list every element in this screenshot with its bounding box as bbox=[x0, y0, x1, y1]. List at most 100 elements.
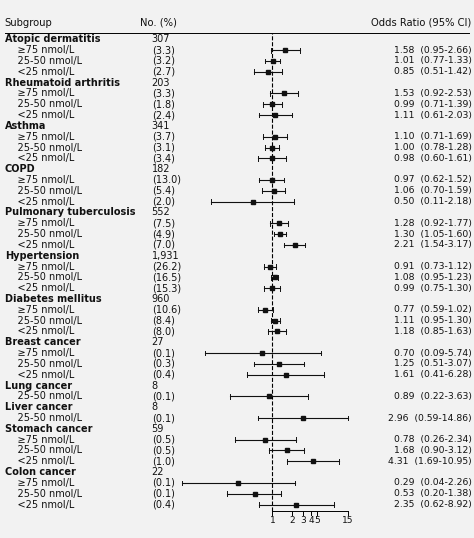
Text: (2.0): (2.0) bbox=[152, 196, 175, 207]
Text: ≥75 nmol/L: ≥75 nmol/L bbox=[5, 45, 74, 55]
Text: (0.1): (0.1) bbox=[152, 348, 174, 358]
Text: ≥75 nmol/L: ≥75 nmol/L bbox=[5, 435, 74, 445]
Text: 15: 15 bbox=[342, 516, 354, 526]
Text: 1.28  (0.92-1.77): 1.28 (0.92-1.77) bbox=[394, 219, 472, 228]
Text: 1.10  (0.71-1.69): 1.10 (0.71-1.69) bbox=[394, 132, 472, 141]
Text: (7.5): (7.5) bbox=[152, 218, 175, 228]
Text: 0.99  (0.71-1.39): 0.99 (0.71-1.39) bbox=[394, 100, 472, 109]
Text: (1.0): (1.0) bbox=[152, 456, 174, 466]
Text: ≥75 nmol/L: ≥75 nmol/L bbox=[5, 348, 74, 358]
Text: (16.5): (16.5) bbox=[152, 272, 181, 282]
Text: (10.6): (10.6) bbox=[152, 305, 181, 315]
Text: Asthma: Asthma bbox=[5, 121, 46, 131]
Text: ≥75 nmol/L: ≥75 nmol/L bbox=[5, 175, 74, 185]
Text: Subgroup: Subgroup bbox=[5, 18, 53, 28]
Text: ≥75 nmol/L: ≥75 nmol/L bbox=[5, 478, 74, 488]
Text: 0.53  (0.20-1.38): 0.53 (0.20-1.38) bbox=[394, 489, 472, 498]
Text: (0.1): (0.1) bbox=[152, 413, 174, 423]
Text: 27: 27 bbox=[152, 337, 164, 347]
Text: (3.2): (3.2) bbox=[152, 56, 175, 66]
Text: 25-50 nmol/L: 25-50 nmol/L bbox=[5, 99, 82, 109]
Text: 25-50 nmol/L: 25-50 nmol/L bbox=[5, 413, 82, 423]
Text: (0.4): (0.4) bbox=[152, 500, 174, 509]
Text: (1.8): (1.8) bbox=[152, 99, 174, 109]
Text: 1.68  (0.90-3.12): 1.68 (0.90-3.12) bbox=[394, 446, 472, 455]
Text: 8: 8 bbox=[152, 380, 158, 391]
Text: COPD: COPD bbox=[5, 164, 36, 174]
Text: 4: 4 bbox=[308, 516, 314, 526]
Text: <25 nmol/L: <25 nmol/L bbox=[5, 110, 74, 120]
Text: <25 nmol/L: <25 nmol/L bbox=[5, 327, 74, 336]
Text: Lung cancer: Lung cancer bbox=[5, 380, 72, 391]
Text: 1.00  (0.78-1.28): 1.00 (0.78-1.28) bbox=[394, 143, 472, 152]
Text: 4.31  (1.69-10.95): 4.31 (1.69-10.95) bbox=[388, 457, 472, 466]
Text: 25-50 nmol/L: 25-50 nmol/L bbox=[5, 186, 82, 196]
Text: (3.3): (3.3) bbox=[152, 45, 174, 55]
Text: Rheumatoid arthritis: Rheumatoid arthritis bbox=[5, 77, 120, 88]
Text: (26.2): (26.2) bbox=[152, 261, 181, 272]
Text: Stomach cancer: Stomach cancer bbox=[5, 424, 92, 434]
Text: (4.9): (4.9) bbox=[152, 229, 174, 239]
Text: 25-50 nmol/L: 25-50 nmol/L bbox=[5, 359, 82, 369]
Text: 1.11  (0.95-1.30): 1.11 (0.95-1.30) bbox=[394, 316, 472, 325]
Text: (8.0): (8.0) bbox=[152, 327, 174, 336]
Text: 25-50 nmol/L: 25-50 nmol/L bbox=[5, 229, 82, 239]
Text: (0.4): (0.4) bbox=[152, 370, 174, 380]
Text: 960: 960 bbox=[152, 294, 170, 304]
Text: <25 nmol/L: <25 nmol/L bbox=[5, 500, 74, 509]
Text: 5: 5 bbox=[314, 516, 320, 526]
Text: 3: 3 bbox=[300, 516, 306, 526]
Text: 25-50 nmol/L: 25-50 nmol/L bbox=[5, 445, 82, 456]
Text: <25 nmol/L: <25 nmol/L bbox=[5, 196, 74, 207]
Text: (3.4): (3.4) bbox=[152, 153, 174, 164]
Text: <25 nmol/L: <25 nmol/L bbox=[5, 240, 74, 250]
Text: (8.4): (8.4) bbox=[152, 316, 174, 325]
Text: ≥75 nmol/L: ≥75 nmol/L bbox=[5, 88, 74, 98]
Text: 1: 1 bbox=[270, 516, 275, 526]
Text: 59: 59 bbox=[152, 424, 164, 434]
Text: (0.5): (0.5) bbox=[152, 445, 175, 456]
Text: 1.30  (1.05-1.60): 1.30 (1.05-1.60) bbox=[394, 230, 472, 238]
Text: (3.7): (3.7) bbox=[152, 132, 175, 141]
Text: 1.18  (0.85-1.63): 1.18 (0.85-1.63) bbox=[394, 327, 472, 336]
Text: (2.4): (2.4) bbox=[152, 110, 175, 120]
Text: Colon cancer: Colon cancer bbox=[5, 467, 76, 477]
Text: 0.78  (0.26-2.34): 0.78 (0.26-2.34) bbox=[394, 435, 472, 444]
Text: (13.0): (13.0) bbox=[152, 175, 181, 185]
Text: Atopic dermatitis: Atopic dermatitis bbox=[5, 34, 100, 44]
Text: (5.4): (5.4) bbox=[152, 186, 175, 196]
Text: Diabetes mellitus: Diabetes mellitus bbox=[5, 294, 101, 304]
Text: <25 nmol/L: <25 nmol/L bbox=[5, 456, 74, 466]
Text: 0.85  (0.51-1.42): 0.85 (0.51-1.42) bbox=[394, 67, 472, 76]
Text: 22: 22 bbox=[152, 467, 164, 477]
Text: 0.97  (0.62-1.52): 0.97 (0.62-1.52) bbox=[394, 175, 472, 185]
Text: 1,931: 1,931 bbox=[152, 251, 179, 261]
Text: Odds Ratio (95% CI): Odds Ratio (95% CI) bbox=[372, 18, 472, 28]
Text: 307: 307 bbox=[152, 34, 170, 44]
Text: 0.29  (0.04-2.26): 0.29 (0.04-2.26) bbox=[394, 478, 472, 487]
Text: 0.70  (0.09-5.74): 0.70 (0.09-5.74) bbox=[394, 349, 472, 358]
Text: <25 nmol/L: <25 nmol/L bbox=[5, 283, 74, 293]
Text: 1.58  (0.95-2.66): 1.58 (0.95-2.66) bbox=[394, 46, 472, 55]
Text: 182: 182 bbox=[152, 164, 170, 174]
Text: <25 nmol/L: <25 nmol/L bbox=[5, 67, 74, 77]
Text: ≥75 nmol/L: ≥75 nmol/L bbox=[5, 261, 74, 272]
Text: 2: 2 bbox=[289, 516, 294, 526]
Text: 0.50  (0.11-2.18): 0.50 (0.11-2.18) bbox=[394, 197, 472, 206]
Text: ≥75 nmol/L: ≥75 nmol/L bbox=[5, 305, 74, 315]
Text: (0.5): (0.5) bbox=[152, 435, 175, 445]
Text: <25 nmol/L: <25 nmol/L bbox=[5, 370, 74, 380]
Text: (0.1): (0.1) bbox=[152, 489, 174, 499]
Text: 2.96  (0.59-14.86): 2.96 (0.59-14.86) bbox=[388, 414, 472, 422]
Text: (3.1): (3.1) bbox=[152, 143, 174, 152]
Text: 1.11  (0.61-2.03): 1.11 (0.61-2.03) bbox=[394, 110, 472, 119]
Text: 203: 203 bbox=[152, 77, 170, 88]
Text: (0.1): (0.1) bbox=[152, 478, 174, 488]
Text: 0.77  (0.59-1.02): 0.77 (0.59-1.02) bbox=[394, 306, 472, 314]
Text: 0.91  (0.73-1.12): 0.91 (0.73-1.12) bbox=[394, 262, 472, 271]
Text: 25-50 nmol/L: 25-50 nmol/L bbox=[5, 316, 82, 325]
Text: 0.89  (0.22-3.63): 0.89 (0.22-3.63) bbox=[394, 392, 472, 401]
Text: ≥75 nmol/L: ≥75 nmol/L bbox=[5, 218, 74, 228]
Text: 2.35  (0.62-8.92): 2.35 (0.62-8.92) bbox=[394, 500, 472, 509]
Text: ≥75 nmol/L: ≥75 nmol/L bbox=[5, 132, 74, 141]
